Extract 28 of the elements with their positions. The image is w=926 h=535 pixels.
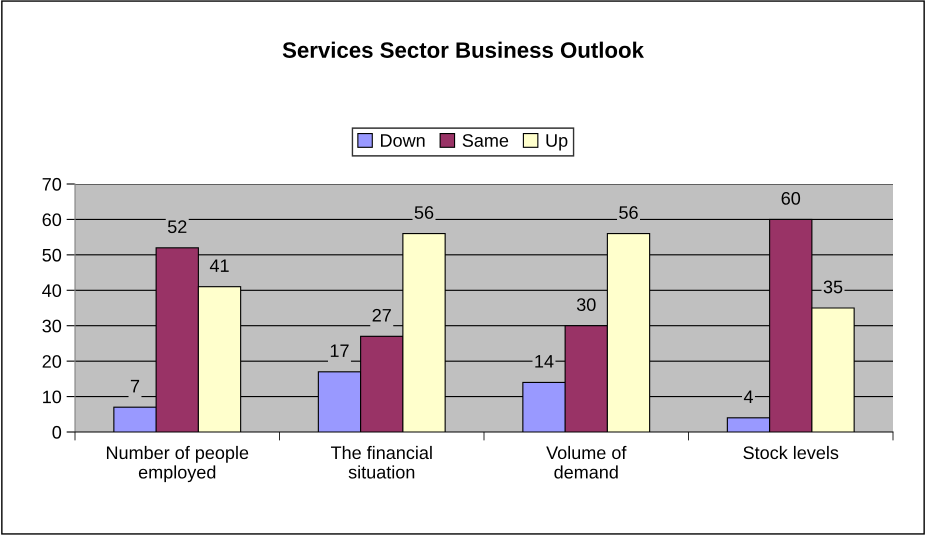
y-tick-label: 30 bbox=[42, 320, 62, 332]
legend-label: Up bbox=[546, 134, 568, 150]
chart-title: Services Sector Business Outlook bbox=[282, 42, 644, 58]
y-tick-label: 60 bbox=[42, 213, 62, 226]
data-label: 30 bbox=[576, 298, 596, 312]
x-tick-label: The financial situation bbox=[330, 446, 432, 479]
data-label: 56 bbox=[414, 206, 434, 219]
y-tick-label: 20 bbox=[42, 355, 62, 368]
data-label: 7 bbox=[130, 380, 140, 392]
x-tick-label: Stock levels bbox=[743, 446, 838, 460]
y-tick-label: 0 bbox=[52, 426, 62, 439]
data-label: 14 bbox=[535, 355, 554, 368]
y-tick-label: 70 bbox=[42, 178, 62, 191]
x-tick-label: Number of people employed bbox=[106, 446, 248, 482]
y-tick-label: 50 bbox=[42, 248, 62, 262]
legend-label: Same bbox=[462, 134, 508, 147]
y-tick-label: 10 bbox=[43, 390, 62, 404]
data-label: 52 bbox=[168, 220, 186, 234]
data-label: 35 bbox=[824, 280, 842, 294]
data-label: 60 bbox=[782, 192, 800, 205]
data-label: 41 bbox=[210, 259, 229, 272]
data-label: 4 bbox=[744, 390, 753, 403]
y-tick-label: 40 bbox=[42, 284, 62, 298]
data-label: 17 bbox=[330, 344, 349, 357]
data-label: 27 bbox=[372, 308, 391, 322]
legend-label: Down bbox=[381, 134, 425, 147]
x-tick-label: Volume of demand bbox=[546, 446, 626, 479]
data-label: 56 bbox=[619, 206, 638, 219]
